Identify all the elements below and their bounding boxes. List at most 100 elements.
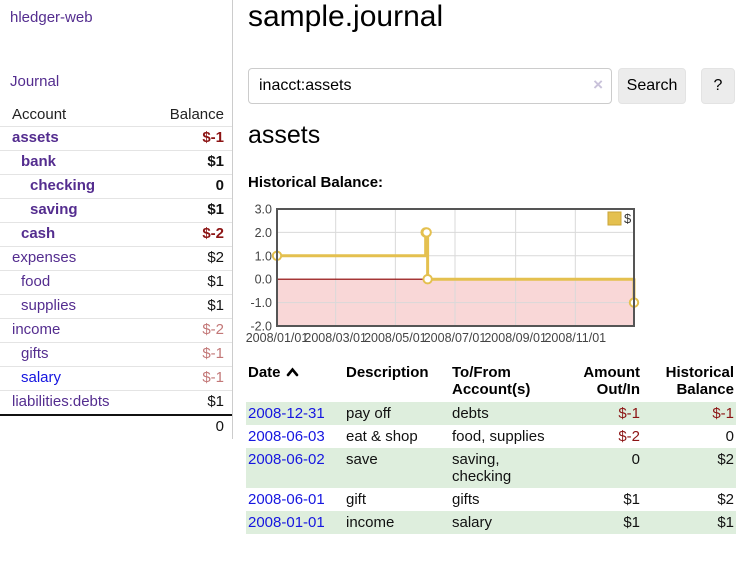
- search-input[interactable]: [248, 68, 612, 104]
- sidebar-account-link-salary[interactable]: salary: [21, 369, 62, 386]
- register-description-cell: income: [346, 514, 395, 531]
- column-header-amount[interactable]: Amount Out/In: [583, 364, 640, 398]
- historical-balance-chart: $ -2.0 -1.0 0.0 1.0 2.0 3.0 2008/01/012008/03/0…: [246, 203, 640, 345]
- account-row: salary $-1: [0, 366, 232, 390]
- account-balance: 0: [215, 177, 224, 194]
- column-header-balance[interactable]: Historical Balance: [665, 364, 734, 398]
- legend-label: $: [624, 211, 632, 226]
- sidebar-account-link-bank[interactable]: bank: [21, 153, 57, 170]
- register-balance-cell: $1: [717, 514, 734, 531]
- register-accounts-cell: food, supplies: [452, 428, 545, 445]
- register-balance-cell: $2: [717, 451, 734, 468]
- register-accounts-cell: gifts: [452, 491, 480, 508]
- search-button[interactable]: Search: [618, 68, 686, 104]
- y-axis-tick-label: -1.0: [250, 296, 272, 310]
- sidebar-account-link-cash[interactable]: cash: [21, 225, 56, 242]
- data-point-marker: [422, 274, 433, 285]
- sidebar-account-link-checking[interactable]: checking: [30, 177, 96, 194]
- register-date-cell: 2008-06-02: [246, 448, 344, 488]
- register-balance-cell: $2: [717, 491, 734, 508]
- x-axis-tick-label: 2008/05/01: [364, 331, 427, 345]
- register-balance-cell: 0: [725, 428, 734, 445]
- register-balance-cell: $-1: [712, 405, 734, 422]
- y-axis-tick-label: 0.0: [255, 273, 272, 287]
- account-row: cash $-2: [0, 222, 232, 246]
- transaction-date-link[interactable]: 2008-06-01: [248, 491, 325, 508]
- account-row: income $-2: [0, 318, 232, 342]
- sidebar-account-link-expenses[interactable]: expenses: [12, 249, 77, 266]
- account-balance: $1: [207, 201, 224, 218]
- chart-title: Historical Balance:: [248, 174, 384, 191]
- app-title-link[interactable]: hledger-web: [10, 9, 93, 26]
- sidebar-account-link-liabilities-debts[interactable]: liabilities:debts: [12, 393, 110, 410]
- register-accounts-cell: saving, checking: [452, 451, 512, 485]
- column-header-description[interactable]: Description: [346, 364, 429, 381]
- account-row: expenses $2: [0, 246, 232, 270]
- register-description-cell: gift: [346, 491, 367, 508]
- transaction-date-link[interactable]: 2008-12-31: [248, 405, 325, 422]
- account-balance: $1: [207, 297, 224, 314]
- accounts-total-row: 0: [0, 414, 232, 437]
- y-axis-tick-label: 3.0: [255, 203, 272, 217]
- sidebar-account-link-gifts[interactable]: gifts: [21, 345, 49, 362]
- accounts-total-value: 0: [215, 418, 224, 435]
- account-row: bank $1: [0, 150, 232, 174]
- x-axis-tick-label: 2008/09/01: [484, 331, 547, 345]
- register-date-cell: 2008-06-03: [246, 425, 344, 448]
- register-date-cell: 2008-12-31: [246, 402, 344, 425]
- account-heading: assets: [248, 121, 321, 149]
- account-balance: $1: [207, 273, 224, 290]
- register-accounts-cell: salary: [452, 514, 493, 531]
- sidebar: hledger-web Journal Account Balance asse…: [0, 0, 233, 439]
- transaction-date-link[interactable]: 2008-06-02: [248, 451, 325, 468]
- account-row: gifts $-1: [0, 342, 232, 366]
- legend-swatch: [607, 211, 622, 226]
- sidebar-account-link-saving[interactable]: saving: [30, 201, 78, 218]
- sidebar-account-link-supplies[interactable]: supplies: [21, 297, 77, 314]
- help-button[interactable]: ?: [701, 68, 735, 104]
- x-axis-tick-label: 2008/07/01: [424, 331, 487, 345]
- sidebar-account-link-food[interactable]: food: [21, 273, 51, 290]
- register-amount-cell: $-2: [618, 428, 640, 445]
- data-point-marker: [421, 227, 432, 238]
- register-amount-cell: $-1: [618, 405, 640, 422]
- register-accounts-cell: debts: [452, 405, 489, 422]
- account-row: checking 0: [0, 174, 232, 198]
- account-row: food $1: [0, 270, 232, 294]
- sidebar-item-journal[interactable]: Journal: [10, 73, 60, 90]
- transaction-date-link[interactable]: 2008-01-01: [248, 514, 325, 531]
- accounts-header: Account Balance: [0, 103, 232, 126]
- sidebar-account-link-assets[interactable]: assets: [12, 129, 59, 146]
- account-column-header: Account: [12, 106, 67, 123]
- clear-search-icon[interactable]: ×: [593, 75, 603, 94]
- register-header-row: Date Description To/From Account(s) Amou…: [246, 363, 736, 402]
- account-row: saving $1: [0, 198, 232, 222]
- column-header-date[interactable]: Date: [246, 363, 344, 402]
- register-amount-cell: 0: [631, 451, 640, 468]
- register-amount-cell: $1: [623, 491, 640, 508]
- account-balance: $1: [207, 393, 224, 410]
- transaction-date-link[interactable]: 2008-06-03: [248, 428, 325, 445]
- x-axis-tick-label: 2008/03/01: [304, 331, 367, 345]
- account-balance: $1: [207, 153, 224, 170]
- account-rows: assets $-1 bank $1 checking 0 saving $1 cash $-2 e…: [0, 126, 232, 414]
- accounts-tree: Account Balance assets $-1 bank $1 checking 0…: [0, 103, 232, 437]
- account-balance: $-2: [202, 225, 224, 242]
- register-row: 2008-01-01 income salary $1 $1: [246, 511, 736, 534]
- account-balance: $2: [207, 249, 224, 266]
- page-title: sample.journal: [248, 0, 444, 33]
- y-axis-tick-label: 2.0: [255, 226, 272, 240]
- y-axis-tick-label: -2.0: [250, 320, 272, 334]
- y-axis-tick-label: 1.0: [255, 249, 272, 263]
- register-amount-cell: $1: [623, 514, 640, 531]
- account-row: assets $-1: [0, 126, 232, 150]
- column-header-accounts[interactable]: To/From Account(s): [452, 364, 531, 398]
- register-description-cell: eat & shop: [346, 428, 418, 445]
- x-axis-tick-label: 2008/11/01: [544, 331, 606, 345]
- account-row: supplies $1: [0, 294, 232, 318]
- sidebar-account-link-income[interactable]: income: [12, 321, 61, 338]
- account-balance: $-2: [202, 321, 224, 338]
- sort-ascending-icon: [286, 367, 298, 377]
- account-row: liabilities:debts $1: [0, 390, 232, 414]
- x-axis-tick-label: 2008/01/01: [246, 331, 308, 345]
